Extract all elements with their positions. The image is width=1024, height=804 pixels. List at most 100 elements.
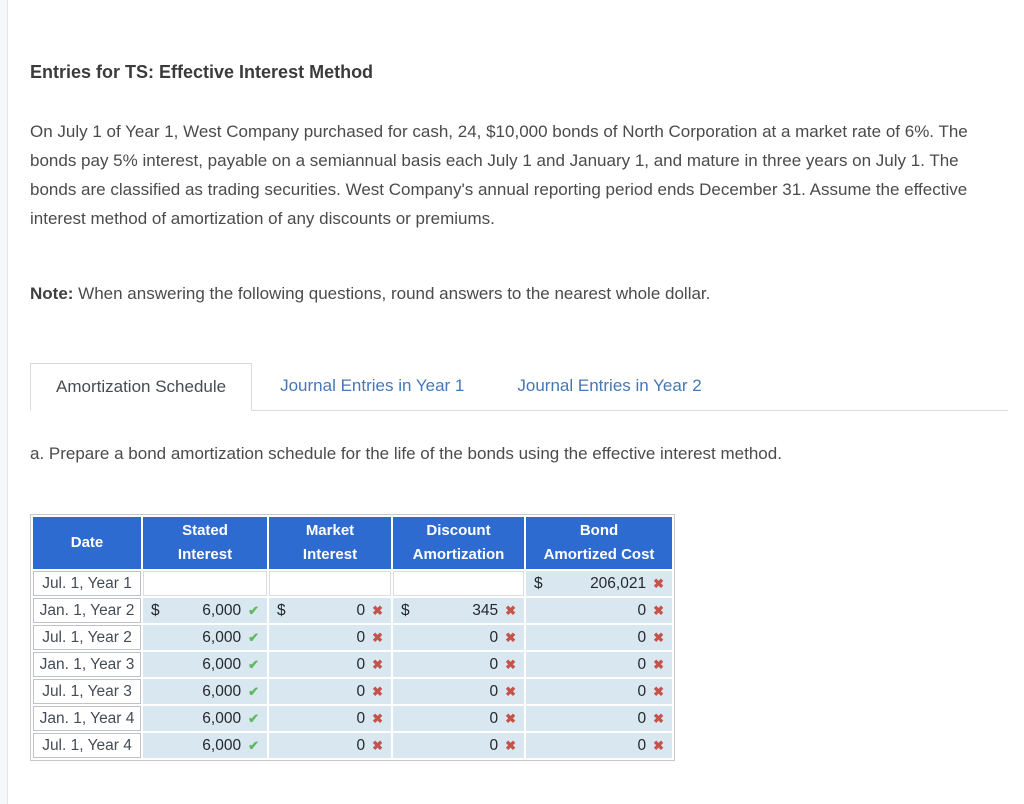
table-row: Jul. 1, Year 2 6,000 ✔ 0 ✖ 0 ✖ 0 ✖ — [33, 625, 672, 650]
tab-amortization-schedule[interactable]: Amortization Schedule — [30, 363, 253, 411]
problem-panel: Entries for TS: Effective Interest Metho… — [30, 62, 1008, 761]
date-cell: Jan. 1, Year 4 — [33, 706, 141, 731]
discount-amortization-cell[interactable]: $345 ✖ — [393, 598, 524, 623]
amortization-table: Date Stated Interest Market Interest Dis… — [30, 514, 675, 761]
stated-interest-cell[interactable]: 6,000 ✔ — [143, 706, 267, 731]
market-interest-cell[interactable]: 0 ✖ — [269, 679, 391, 704]
discount-amortization-cell[interactable]: 0 ✖ — [393, 625, 524, 650]
cell-value: 0 — [356, 682, 366, 700]
bond-amortized-cost-cell[interactable]: 0 ✖ — [526, 679, 672, 704]
bond-amortized-cost-cell[interactable]: 0 ✖ — [526, 733, 672, 758]
incorrect-x-icon: ✖ — [372, 630, 383, 645]
incorrect-x-icon: ✖ — [372, 603, 383, 618]
date-cell: Jul. 1, Year 3 — [33, 679, 141, 704]
note-text: When answering the following questions, … — [73, 284, 711, 303]
incorrect-x-icon: ✖ — [505, 603, 516, 618]
market-interest-cell[interactable]: $0 ✖ — [269, 598, 391, 623]
cell-value: 0 — [637, 601, 647, 619]
stated-interest-cell[interactable]: 6,000 ✔ — [143, 733, 267, 758]
cell-value: 0 — [356, 709, 366, 727]
cell-value: 0 — [356, 601, 366, 619]
stated-interest-cell[interactable]: $6,000 ✔ — [143, 598, 267, 623]
header-row: Date Stated Interest Market Interest Dis… — [33, 517, 672, 569]
cell-value: 0 — [489, 682, 499, 700]
cell-value: 6,000 — [202, 655, 242, 673]
discount-amortization-cell[interactable]: 0 ✖ — [393, 679, 524, 704]
date-cell: Jan. 1, Year 2 — [33, 598, 141, 623]
discount-amortization-cell[interactable]: 0 ✖ — [393, 652, 524, 677]
date-cell: Jul. 1, Year 4 — [33, 733, 141, 758]
incorrect-x-icon: ✖ — [653, 738, 664, 753]
table-row: Jan. 1, Year 2 $6,000 ✔ $0 ✖ $345 ✖ 0 ✖ — [33, 598, 672, 623]
instruction-a: a. Prepare a bond amortization schedule … — [30, 444, 782, 463]
correct-check-icon: ✔ — [248, 657, 259, 672]
column-header-stated-interest: Stated Interest — [143, 517, 267, 569]
market-interest-cell — [269, 571, 391, 596]
incorrect-x-icon: ✖ — [505, 657, 516, 672]
cell-value: 0 — [489, 628, 499, 646]
incorrect-x-icon: ✖ — [653, 711, 664, 726]
table-row: Jul. 1, Year 1 $206,021 ✖ — [33, 571, 672, 596]
column-header-date: Date — [33, 517, 141, 569]
table-row: Jan. 1, Year 3 6,000 ✔ 0 ✖ 0 ✖ 0 ✖ — [33, 652, 672, 677]
cell-value: 0 — [356, 736, 366, 754]
incorrect-x-icon: ✖ — [372, 657, 383, 672]
correct-check-icon: ✔ — [248, 684, 259, 699]
incorrect-x-icon: ✖ — [372, 711, 383, 726]
tab-journal-entries-year-2[interactable]: Journal Entries in Year 2 — [517, 376, 702, 395]
stated-interest-cell[interactable]: 6,000 ✔ — [143, 625, 267, 650]
market-interest-cell[interactable]: 0 ✖ — [269, 625, 391, 650]
stated-interest-cell[interactable]: 6,000 ✔ — [143, 679, 267, 704]
incorrect-x-icon: ✖ — [653, 630, 664, 645]
cell-value: 0 — [489, 709, 499, 727]
discount-amortization-cell[interactable]: 0 ✖ — [393, 733, 524, 758]
incorrect-x-icon: ✖ — [505, 684, 516, 699]
incorrect-x-icon: ✖ — [505, 630, 516, 645]
cell-value: 0 — [637, 682, 647, 700]
cell-value: 6,000 — [202, 736, 242, 754]
dollar-sign: $ — [277, 601, 286, 619]
cell-value: 6,000 — [202, 628, 242, 646]
market-interest-cell[interactable]: 0 ✖ — [269, 733, 391, 758]
tab-journal-entries-year-1[interactable]: Journal Entries in Year 1 — [280, 376, 465, 395]
dollar-sign: $ — [534, 574, 543, 592]
bond-amortized-cost-cell[interactable]: 0 ✖ — [526, 625, 672, 650]
bond-amortized-cost-cell[interactable]: 0 ✖ — [526, 652, 672, 677]
cell-value: 0 — [489, 736, 499, 754]
correct-check-icon: ✔ — [248, 630, 259, 645]
cell-value: 6,000 — [202, 709, 242, 727]
cell-value: 0 — [356, 655, 366, 673]
column-header-discount-amortization: Discount Amortization — [393, 517, 524, 569]
market-interest-cell[interactable]: 0 ✖ — [269, 706, 391, 731]
incorrect-x-icon: ✖ — [372, 684, 383, 699]
incorrect-x-icon: ✖ — [505, 711, 516, 726]
market-interest-cell[interactable]: 0 ✖ — [269, 652, 391, 677]
column-header-bond-amortized-cost: Bond Amortized Cost — [526, 517, 672, 569]
note: Note: When answering the following quest… — [30, 279, 1008, 308]
discount-amortization-cell — [393, 571, 524, 596]
cell-value: 0 — [489, 655, 499, 673]
column-header-market-interest: Market Interest — [269, 517, 391, 569]
page-left-gutter — [0, 0, 8, 804]
date-cell: Jul. 1, Year 1 — [33, 571, 141, 596]
cell-value: 6,000 — [202, 682, 242, 700]
incorrect-x-icon: ✖ — [653, 657, 664, 672]
table-row: Jul. 1, Year 3 6,000 ✔ 0 ✖ 0 ✖ 0 ✖ — [33, 679, 672, 704]
incorrect-x-icon: ✖ — [653, 603, 664, 618]
cell-value: 0 — [637, 709, 647, 727]
date-cell: Jan. 1, Year 3 — [33, 652, 141, 677]
cell-value: 0 — [637, 736, 647, 754]
bond-amortized-cost-cell[interactable]: 0 ✖ — [526, 706, 672, 731]
bond-amortized-cost-cell[interactable]: $206,021 ✖ — [526, 571, 672, 596]
incorrect-x-icon: ✖ — [653, 684, 664, 699]
discount-amortization-cell[interactable]: 0 ✖ — [393, 706, 524, 731]
cell-value: 0 — [356, 628, 366, 646]
bond-amortized-cost-cell[interactable]: 0 ✖ — [526, 598, 672, 623]
cell-value: 6,000 — [202, 601, 242, 619]
table-row: Jul. 1, Year 4 6,000 ✔ 0 ✖ 0 ✖ 0 ✖ — [33, 733, 672, 758]
correct-check-icon: ✔ — [248, 603, 259, 618]
incorrect-x-icon: ✖ — [653, 576, 664, 591]
stated-interest-cell — [143, 571, 267, 596]
tab-bar: Amortization Schedule Journal Entries in… — [30, 363, 1008, 411]
stated-interest-cell[interactable]: 6,000 ✔ — [143, 652, 267, 677]
